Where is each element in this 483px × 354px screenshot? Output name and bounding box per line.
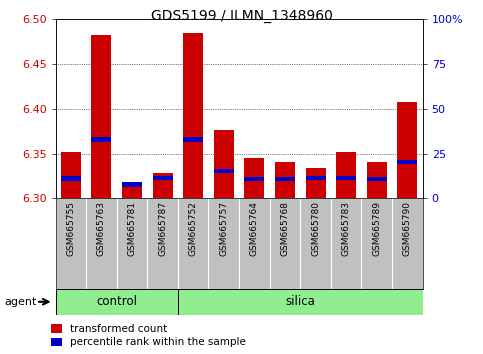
Bar [336,152,356,198]
Text: GSM665783: GSM665783 [341,201,351,256]
Bar [183,33,203,198]
Text: GSM665768: GSM665768 [281,201,289,256]
Bar [61,176,81,181]
Bar [91,137,112,142]
FancyBboxPatch shape [56,289,178,315]
Text: GSM665781: GSM665781 [128,201,137,256]
Bar [214,169,234,173]
Bar [306,176,326,180]
Text: GSM665789: GSM665789 [372,201,381,256]
Bar [122,183,142,198]
Text: GSM665780: GSM665780 [311,201,320,256]
Text: GSM665752: GSM665752 [189,201,198,256]
Bar [183,137,203,142]
Text: GDS5199 / ILMN_1348960: GDS5199 / ILMN_1348960 [151,9,332,23]
Bar [336,176,356,180]
Bar [214,130,234,198]
Bar [153,176,172,180]
Text: GSM665787: GSM665787 [158,201,167,256]
Text: GSM665790: GSM665790 [403,201,412,256]
Bar [398,102,417,198]
Bar [275,162,295,198]
Text: GSM665757: GSM665757 [219,201,228,256]
Text: agent: agent [5,297,37,307]
Bar [367,162,387,198]
Legend: transformed count, percentile rank within the sample: transformed count, percentile rank withi… [51,324,246,348]
Bar [61,152,81,198]
Text: control: control [96,295,137,308]
Bar [91,35,112,198]
FancyBboxPatch shape [178,289,423,315]
Text: GSM665764: GSM665764 [250,201,259,256]
Text: GSM665755: GSM665755 [66,201,75,256]
Text: GSM665763: GSM665763 [97,201,106,256]
Bar [244,177,264,181]
Bar [306,168,326,198]
Bar [244,158,264,198]
Text: silica: silica [285,295,315,308]
Bar [275,177,295,181]
Bar [367,177,387,181]
Bar [398,160,417,164]
Bar [122,182,142,187]
Bar [153,173,172,198]
